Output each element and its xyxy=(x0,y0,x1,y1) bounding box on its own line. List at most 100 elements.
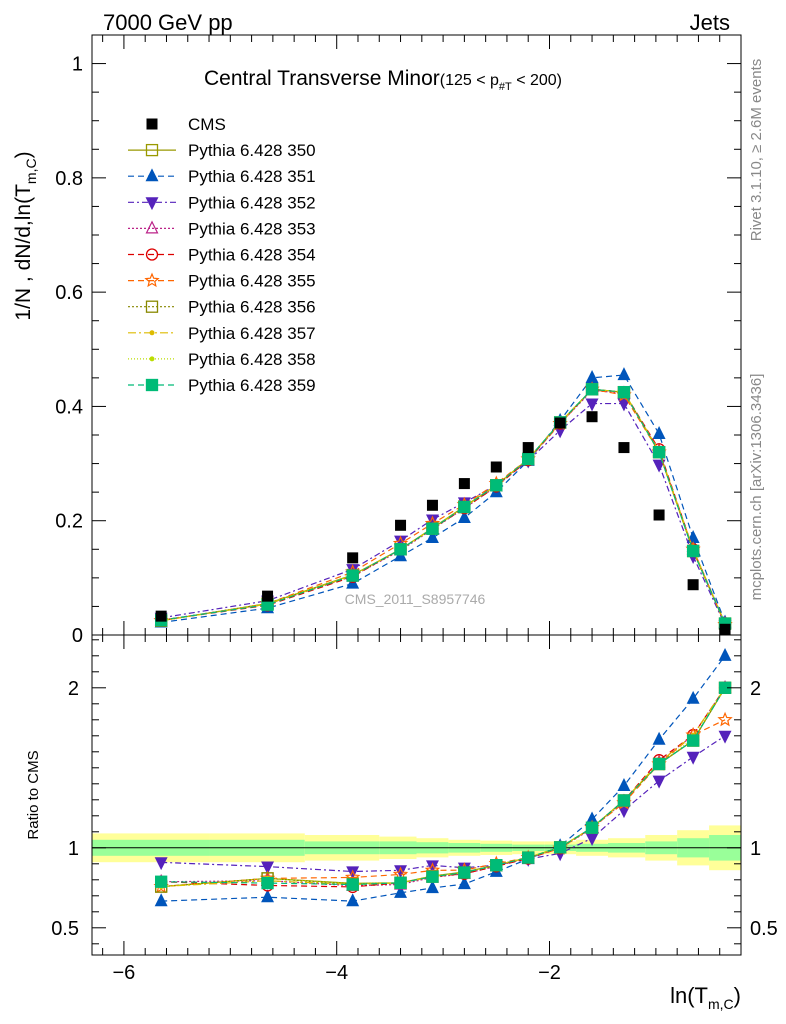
legend-entry-cms: CMS xyxy=(146,115,226,134)
cms-point xyxy=(522,442,534,454)
marker xyxy=(617,398,631,412)
legend-entry-3: Pythia 6.428 352 xyxy=(128,193,316,212)
marker xyxy=(394,876,407,889)
y-axis-label: 1/N , dN/d,ln(Tm,C) xyxy=(12,151,39,320)
series-line xyxy=(161,388,726,624)
cms-point xyxy=(586,411,598,423)
legend-entry-1: Pythia 6.428 350 xyxy=(128,141,316,160)
marker xyxy=(652,731,666,745)
marker xyxy=(154,893,168,907)
marker xyxy=(617,385,631,399)
ratio-y-tick-label-right: 0.5 xyxy=(750,918,778,940)
marker xyxy=(652,757,666,771)
marker xyxy=(617,367,631,381)
cms-point xyxy=(719,623,731,635)
series-line xyxy=(161,388,726,624)
y-axis-label-sub: m,C xyxy=(23,158,39,184)
marker xyxy=(425,880,439,894)
ratio-y-tick-label: 0.5 xyxy=(51,918,79,940)
marker xyxy=(718,730,732,744)
chart-title: Central Transverse Minor(125 < p#T < 200… xyxy=(204,67,562,93)
marker xyxy=(686,690,700,704)
marker xyxy=(686,734,700,747)
marker xyxy=(145,300,159,313)
ratio-y-axis-label: Ratio to CMS xyxy=(25,750,42,839)
marker xyxy=(394,543,407,556)
series-line xyxy=(161,388,726,624)
marker xyxy=(718,647,732,661)
cms-point xyxy=(490,461,502,473)
y-tick-label: 0.2 xyxy=(55,511,83,533)
marker xyxy=(522,851,535,864)
marker xyxy=(585,383,599,396)
marker xyxy=(553,841,567,854)
y-tick-label: 0 xyxy=(72,625,83,647)
data-uncertainty-band xyxy=(92,825,741,871)
marker xyxy=(425,514,439,528)
cms-point xyxy=(347,552,359,564)
x-axis-label: ln(Tm,C) xyxy=(670,983,741,1012)
cms-point xyxy=(426,499,438,511)
legend-entry-8: Pythia 6.428 357 xyxy=(128,324,316,343)
marker xyxy=(652,445,666,459)
chart-title-main: Central Transverse Minor xyxy=(204,67,440,90)
chart-title-sub: #T xyxy=(499,81,512,93)
header-right: Jets xyxy=(690,10,730,35)
series-line xyxy=(161,374,726,624)
legend-label: Pythia 6.428 356 xyxy=(188,298,316,317)
legend-label: Pythia 6.428 359 xyxy=(188,376,316,395)
cms-point xyxy=(653,509,665,521)
marker xyxy=(717,711,733,727)
marker xyxy=(457,876,471,890)
marker xyxy=(457,510,471,523)
marker xyxy=(154,857,168,871)
ratio-panel-frame xyxy=(91,634,742,956)
cms-point xyxy=(262,590,274,602)
marker xyxy=(145,378,159,392)
cms-point xyxy=(554,417,566,429)
cms-point xyxy=(618,442,630,454)
ratio-y-tick-label-right: 2 xyxy=(750,678,761,700)
cms-point xyxy=(687,579,699,591)
y-tick-label: 0.8 xyxy=(55,168,83,190)
marker xyxy=(145,220,159,234)
legend-entry-9: Pythia 6.428 358 xyxy=(128,350,316,369)
marker xyxy=(346,866,360,880)
marker xyxy=(458,500,471,514)
marker xyxy=(652,426,666,439)
cms-data xyxy=(155,411,731,635)
marker xyxy=(617,794,631,807)
legend-entry-7: Pythia 6.428 356 xyxy=(128,298,316,317)
marker xyxy=(145,168,159,182)
marker xyxy=(145,197,159,211)
x-tick-label: −6 xyxy=(113,962,136,984)
marker xyxy=(261,889,275,903)
marker xyxy=(522,452,535,466)
legend-entry-5: Pythia 6.428 354 xyxy=(128,246,316,265)
ratio-y-tick-label: 1 xyxy=(68,838,79,860)
series-ratio-line xyxy=(161,655,726,902)
ratio-y-tick-label: 2 xyxy=(68,678,79,700)
legend-entry-2: Pythia 6.428 351 xyxy=(128,167,316,186)
ratio-y-tick-label-right: 1 xyxy=(750,838,761,860)
x-axis-label-base: ln(T xyxy=(670,983,708,1008)
legend-entry-4: Pythia 6.428 353 xyxy=(128,219,316,238)
series-10 xyxy=(155,383,732,891)
legend-label: Pythia 6.428 350 xyxy=(188,141,316,160)
rivet-label: Rivet 3.1.10, ≥ 2.6M events xyxy=(748,59,765,242)
cms-point xyxy=(458,478,470,490)
legend-label: Pythia 6.428 351 xyxy=(188,167,316,186)
marker xyxy=(652,459,666,473)
marker xyxy=(617,778,631,791)
analysis-watermark: CMS_2011_S8957746 xyxy=(345,591,486,607)
chart-title-tail: < 200) xyxy=(512,72,562,89)
marker xyxy=(686,544,700,558)
marker xyxy=(585,398,599,412)
marker xyxy=(490,859,503,872)
legend-label: Pythia 6.428 355 xyxy=(188,272,316,291)
legend-entry-10: Pythia 6.428 359 xyxy=(128,376,316,395)
marker xyxy=(346,569,359,582)
marker xyxy=(149,356,155,362)
cms-point xyxy=(155,610,167,622)
marker xyxy=(585,370,599,383)
